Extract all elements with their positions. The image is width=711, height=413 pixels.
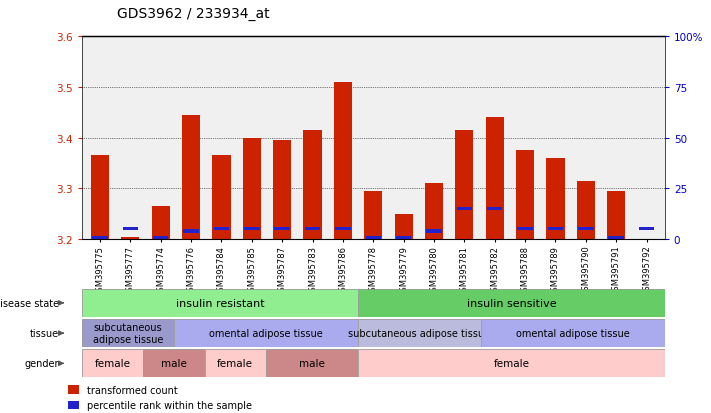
Bar <box>183 230 199 233</box>
Bar <box>305 228 320 231</box>
Bar <box>335 228 351 231</box>
Bar <box>304 131 321 240</box>
Bar <box>122 228 138 231</box>
Bar <box>182 116 201 240</box>
Bar <box>153 236 169 239</box>
Bar <box>91 156 109 240</box>
Bar <box>518 228 533 231</box>
Bar <box>516 151 534 240</box>
Text: disease state: disease state <box>0 298 59 308</box>
Text: transformed count: transformed count <box>87 385 178 395</box>
Bar <box>547 228 563 231</box>
Text: percentile rank within the sample: percentile rank within the sample <box>87 400 252 410</box>
Bar <box>92 236 108 239</box>
Bar <box>68 385 80 394</box>
Text: male: male <box>299 358 325 368</box>
Text: GDS3962 / 233934_at: GDS3962 / 233934_at <box>117 7 270 21</box>
Bar <box>578 228 594 231</box>
Bar <box>333 83 352 240</box>
Bar <box>68 401 80 409</box>
Text: subcutaneous
adipose tissue: subcutaneous adipose tissue <box>92 323 163 344</box>
Bar <box>364 192 383 240</box>
Bar <box>609 236 624 239</box>
Bar <box>273 141 292 240</box>
Bar <box>151 206 170 240</box>
Bar <box>427 230 442 233</box>
Bar <box>365 236 381 239</box>
Bar <box>396 236 412 239</box>
Bar <box>486 118 504 240</box>
Bar <box>244 228 260 231</box>
Bar <box>395 214 413 240</box>
Text: female: female <box>217 358 253 368</box>
Text: tissue: tissue <box>30 328 59 338</box>
Text: gender: gender <box>24 358 59 368</box>
Text: female: female <box>493 358 530 368</box>
Text: male: male <box>161 358 187 368</box>
Bar <box>214 228 229 231</box>
Bar <box>242 138 261 240</box>
Bar <box>577 181 595 240</box>
Text: insulin resistant: insulin resistant <box>176 298 264 308</box>
Text: insulin sensitive: insulin sensitive <box>466 298 556 308</box>
Bar <box>456 208 472 211</box>
Bar <box>455 131 474 240</box>
Bar <box>425 184 443 240</box>
Bar <box>638 228 654 231</box>
Text: omental adipose tissue: omental adipose tissue <box>209 328 323 338</box>
Text: omental adipose tissue: omental adipose tissue <box>516 328 630 338</box>
Bar <box>122 237 139 240</box>
Bar <box>213 156 230 240</box>
Bar <box>607 192 625 240</box>
Bar <box>274 228 290 231</box>
Text: subcutaneous adipose tissue: subcutaneous adipose tissue <box>348 328 491 338</box>
Text: female: female <box>95 358 130 368</box>
Bar <box>487 208 503 211</box>
Bar <box>546 159 565 240</box>
